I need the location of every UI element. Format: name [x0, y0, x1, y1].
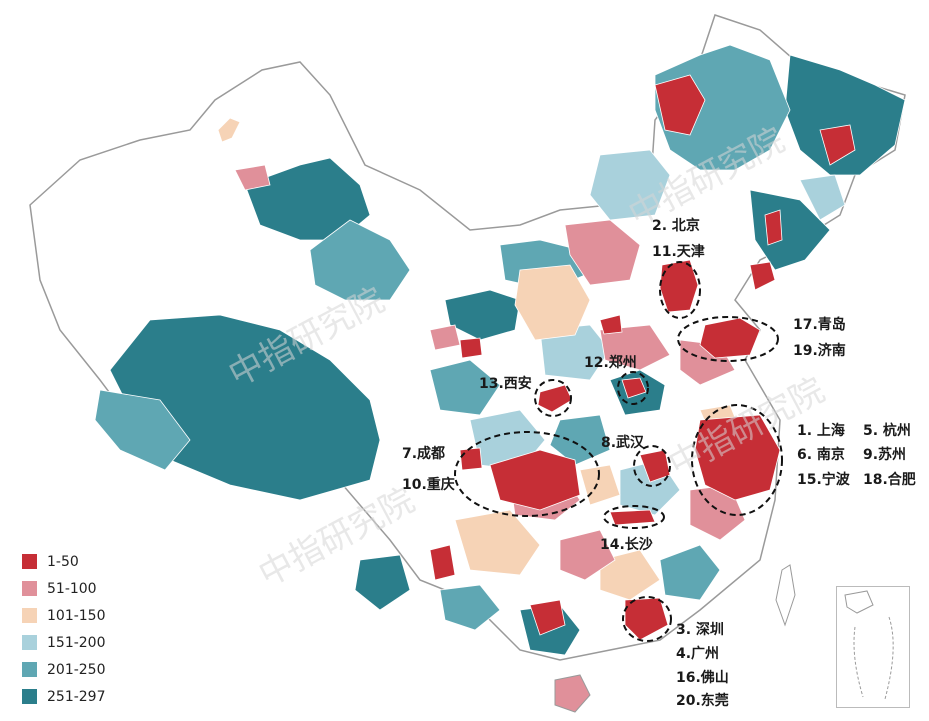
tier-101-150-region-north — [217, 117, 241, 143]
wuhan-ellipse — [633, 445, 671, 487]
legend-swatch — [22, 689, 37, 704]
label-hangzhou: 5. 杭州 — [863, 423, 911, 439]
taiwan-island — [775, 564, 796, 627]
legend-item: 251-297 — [22, 683, 106, 710]
legend-item: 151-200 — [22, 629, 106, 656]
legend-swatch — [22, 554, 37, 569]
hainan-island — [554, 674, 591, 713]
label-xian: 13.西安 — [479, 376, 532, 392]
label-guangzhou: 4.广州 — [676, 646, 720, 662]
legend-swatch — [22, 581, 37, 596]
label-chengdu: 7.成都 — [402, 446, 446, 462]
label-ningbo: 15.宁波 — [797, 472, 850, 488]
changsha-ellipse — [603, 505, 665, 529]
label-nanjing: 6. 南京 — [797, 447, 845, 463]
tier-1-50-regions — [429, 74, 856, 641]
label-chongqing: 10.重庆 — [402, 477, 455, 493]
chengdu-chongqing-ellipse — [454, 431, 600, 517]
beijing-tianjin-ellipse — [659, 261, 701, 319]
label-zhengzhou: 12.郑州 — [584, 355, 637, 371]
qingdao-jinan-ellipse — [677, 316, 779, 362]
label-suzhou: 9.苏州 — [863, 447, 907, 463]
legend-swatch — [22, 662, 37, 677]
label-jinan: 19.济南 — [793, 343, 846, 359]
tier-101-150-regions — [454, 264, 741, 601]
south-china-sea-inset-map — [844, 590, 894, 700]
label-hefei: 18.合肥 — [863, 472, 916, 488]
south-china-sea-inset — [836, 586, 910, 708]
label-tianjin: 11.天津 — [652, 244, 705, 260]
label-changsha: 14.长沙 — [600, 537, 653, 553]
legend-label: 101-150 — [47, 607, 106, 624]
legend-label: 251-297 — [47, 688, 106, 705]
legend-swatch — [22, 635, 37, 650]
legend-label: 1-50 — [47, 553, 79, 570]
legend-item: 101-150 — [22, 602, 106, 629]
legend-swatch — [22, 608, 37, 623]
label-wuhan: 8.武汉 — [601, 435, 645, 451]
xian-ellipse — [534, 379, 572, 417]
city-highlight-ellipses — [454, 261, 783, 642]
label-qingdao: 17.青岛 — [793, 317, 846, 333]
legend-item: 51-100 — [22, 575, 106, 602]
label-foshan: 16.佛山 — [676, 670, 729, 686]
pearl-river-delta-ellipse — [622, 596, 672, 642]
yangtze-delta-ellipse — [691, 404, 783, 516]
label-dongguan: 20.东莞 — [676, 693, 729, 709]
label-shanghai: 1. 上海 — [797, 423, 845, 439]
label-shenzhen: 3. 深圳 — [676, 622, 724, 638]
legend-item: 1-50 — [22, 548, 106, 575]
legend-item: 201-250 — [22, 656, 106, 683]
map-legend: 1-50 51-100 101-150 151-200 201-250 251-… — [22, 548, 106, 710]
legend-label: 201-250 — [47, 661, 106, 678]
legend-label: 51-100 — [47, 580, 97, 597]
label-beijing: 2. 北京 — [652, 218, 700, 234]
zhengzhou-ellipse — [617, 371, 649, 405]
legend-label: 151-200 — [47, 634, 106, 651]
